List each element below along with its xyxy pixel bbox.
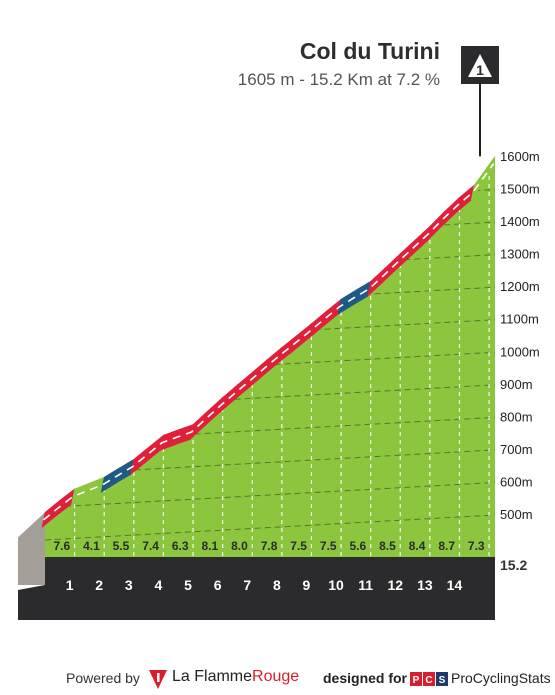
- category-badge-triangle-icon: [468, 54, 492, 77]
- altitude-gridline-1600: [45, 156, 495, 183]
- km-label-bottom-5: 5: [160, 624, 168, 640]
- km-label-bottom-1: 1: [42, 624, 50, 640]
- lfr-name-part-a: La Flamme: [172, 668, 253, 685]
- gradient-label: 7.4: [142, 539, 159, 553]
- gradient-label: 8.4: [409, 539, 426, 553]
- km-label-13: 13: [417, 577, 433, 593]
- km-label-bottom-7: 7: [219, 624, 227, 640]
- la-flamme-rouge-brand[interactable]: La FlammeRouge: [172, 668, 299, 686]
- altitude-label-800: 800m: [500, 409, 533, 424]
- km-label-bottom-13: 13: [393, 624, 409, 640]
- powered-by-text: Powered by: [66, 670, 140, 686]
- km-label-7: 7: [243, 577, 251, 593]
- pcs-letter-s: S: [439, 675, 446, 686]
- altitude-label-500: 500m: [500, 507, 533, 522]
- km-label-bottom-8: 8: [249, 624, 257, 640]
- km-label-3: 3: [125, 577, 133, 593]
- altitude-gridline-500: [45, 514, 495, 541]
- km-label-bottom-14: 14: [423, 624, 439, 640]
- gradient-label: 7.5: [320, 539, 337, 553]
- km-label-14: 14: [447, 577, 463, 593]
- altitude-label-600: 600m: [500, 474, 533, 489]
- km-label-bottom-4: 4: [131, 624, 139, 640]
- km-label-bottom-2: 2: [71, 624, 79, 640]
- band-centre-line: [42, 163, 495, 521]
- km-label-bottom-6: 6: [190, 624, 198, 640]
- km-label-8: 8: [273, 577, 281, 593]
- distance-base-strip: [18, 585, 495, 620]
- chart-subtitle: 1605 m - 15.2 Km at 7.2 %: [237, 70, 440, 89]
- gradient-label: 5.5: [113, 539, 130, 553]
- gradient-label: 7.8: [261, 539, 278, 553]
- footer: Powered by La FlammeRouge designed for P…: [0, 668, 555, 692]
- altitude-label-1400: 1400m: [500, 214, 540, 229]
- distance-band-upper: [45, 557, 495, 585]
- gradient-label: 8.7: [438, 539, 455, 553]
- km-label-bottom-10: 10: [304, 624, 320, 640]
- km-label-10: 10: [328, 577, 344, 593]
- pcs-letter-c: C: [425, 675, 432, 686]
- km-label-bottom-12: 12: [363, 624, 379, 640]
- gradient-label: 8.1: [201, 539, 218, 553]
- km-label-bottom-11: 11: [334, 624, 349, 640]
- pcs-letter-p: P: [413, 675, 420, 686]
- km-label-12: 12: [387, 577, 403, 593]
- altitude-label-1200: 1200m: [500, 279, 540, 294]
- km-label-5: 5: [184, 577, 192, 593]
- gradient-label: 8.0: [231, 539, 248, 553]
- designed-for-text: designed for: [323, 670, 408, 686]
- gradient-label: 5.6: [350, 539, 367, 553]
- gradient-label: 7.5: [290, 539, 307, 553]
- start-block: [18, 512, 45, 585]
- km-label-4: 4: [155, 577, 163, 593]
- km-label-1: 1: [66, 577, 74, 593]
- category-badge: 1: [461, 46, 499, 157]
- km-label-bottom-9: 9: [279, 624, 287, 640]
- profile-layer: [18, 156, 496, 620]
- altitude-label-1300: 1300m: [500, 247, 540, 262]
- chart-title: Col du Turini: [299, 38, 440, 64]
- category-badge-number: 1: [476, 62, 484, 78]
- lfr-name-part-b: Rouge: [252, 668, 300, 685]
- altitude-label-1100: 1100m: [500, 312, 539, 327]
- km-label-bottom-3: 3: [101, 624, 109, 640]
- altitude-label-1500: 1500m: [500, 182, 540, 197]
- km-label-6: 6: [214, 577, 222, 593]
- altitude-label-1000: 1000m: [500, 344, 540, 359]
- km-label-9: 9: [303, 577, 311, 593]
- altitude-label-900: 900m: [500, 377, 533, 392]
- km-label-11: 11: [358, 577, 373, 593]
- gradient-label: 4.1: [83, 539, 100, 553]
- altitude-gridline-600: [45, 481, 495, 508]
- altitude-label-1600: 1600m: [500, 149, 540, 164]
- la-flamme-rouge-logo-icon: [149, 670, 167, 689]
- pcs-logo-icon: P C S: [410, 672, 448, 686]
- km-label-2: 2: [95, 577, 103, 593]
- gradient-label: 8.5: [379, 539, 396, 553]
- gradient-label: 6.3: [172, 539, 189, 553]
- altitude-label-700: 700m: [500, 442, 533, 457]
- altitude-gridline-1500: [45, 189, 495, 216]
- labels-layer: 1 2 3 4 5 6 7 8 9 10 11 12 13 141 2 3 4 5 6 7 8 9 10 11 12 13 1415…: [42, 149, 540, 640]
- procyclingstats-brand[interactable]: ProCyclingStats: [451, 670, 551, 686]
- end-distance-label: 15.2: [500, 557, 527, 573]
- gradient-label: 7.6: [53, 539, 70, 553]
- climb-area: [45, 156, 495, 585]
- gradient-label: 7.3: [468, 539, 485, 553]
